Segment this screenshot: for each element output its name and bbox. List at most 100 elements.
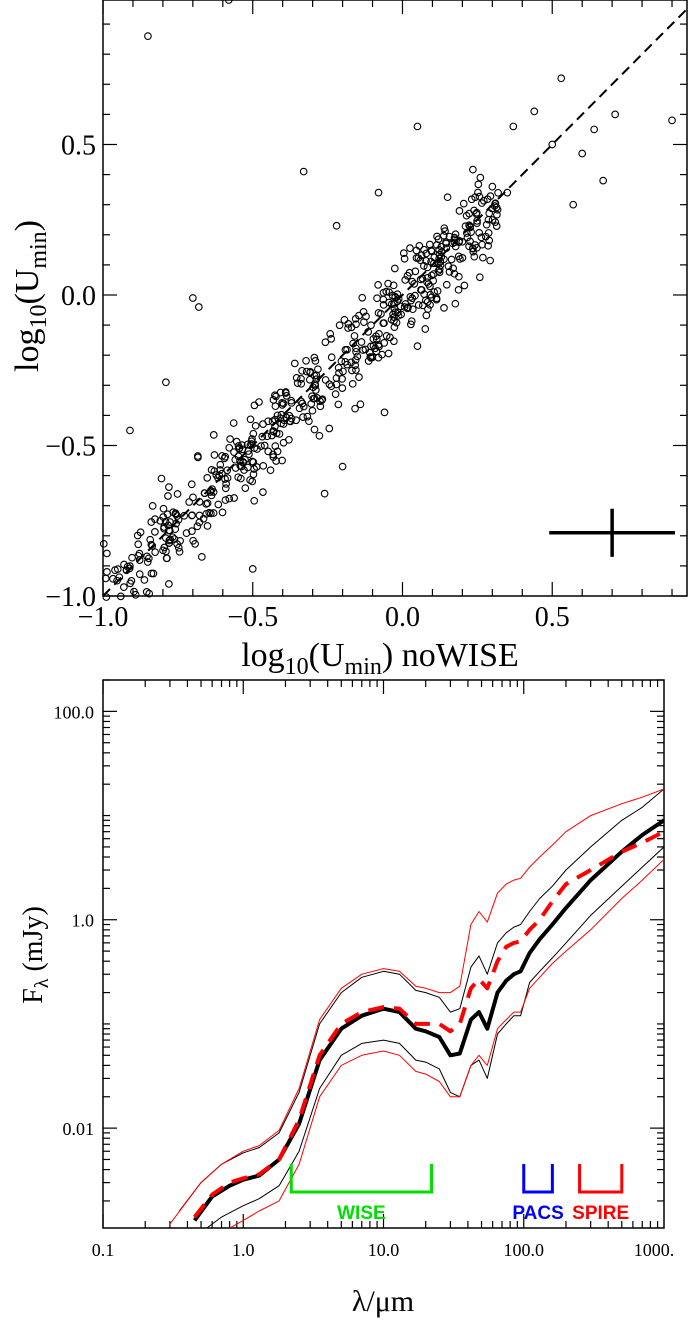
y-tick-label: 100.0: [54, 702, 95, 722]
data-point: [249, 429, 258, 438]
data-point: [229, 419, 238, 427]
data-point: [225, 494, 234, 503]
data-point: [474, 180, 483, 189]
data-point: [335, 321, 344, 330]
data-point: [278, 456, 286, 465]
data-point: [134, 540, 143, 549]
data-point: [162, 378, 170, 387]
data-point: [135, 570, 144, 579]
data-point: [164, 492, 172, 500]
data-point: [321, 338, 330, 347]
data-point: [226, 435, 234, 443]
data-point: [469, 247, 478, 256]
data-point: [259, 461, 268, 470]
data-point: [474, 188, 482, 197]
data-point: [127, 576, 136, 585]
data-point: [352, 344, 360, 353]
data-point: [435, 250, 444, 259]
data-point: [299, 167, 308, 176]
data-point: [216, 466, 224, 474]
data-point: [451, 299, 460, 308]
data-point: [353, 352, 362, 361]
data-point: [327, 382, 336, 391]
data-point: [224, 0, 233, 4]
data-point: [339, 367, 347, 376]
data-point: [234, 442, 243, 450]
data-point: [509, 122, 518, 131]
data-point: [327, 353, 336, 362]
data-point: [172, 510, 180, 519]
data-point: [250, 401, 259, 410]
data-point: [258, 432, 267, 441]
sed-y-axis-label: Fλ (mJy): [18, 906, 53, 1004]
data-point: [414, 254, 423, 262]
sed-ticks: [102, 679, 664, 1228]
data-point: [231, 464, 240, 472]
data-point: [359, 307, 368, 316]
data-point: [202, 510, 211, 518]
data-point: [159, 504, 168, 513]
data-point: [377, 310, 385, 318]
y-tick-label: 0.01: [63, 1119, 95, 1139]
data-point: [530, 107, 539, 116]
data-point: [282, 391, 291, 400]
data-point: [234, 473, 243, 482]
data-point: [277, 410, 286, 419]
data-point: [406, 293, 415, 301]
data-point: [277, 419, 286, 428]
data-point: [420, 262, 428, 270]
data-point: [246, 415, 255, 424]
data-point: [246, 476, 254, 484]
data-point: [187, 480, 196, 489]
data-point: [430, 259, 438, 268]
data-point: [197, 553, 206, 561]
data-point: [422, 257, 430, 265]
scatter-y-axis-label: log10(Umin): [9, 220, 52, 372]
y-tick-label: −1.0: [45, 582, 96, 613]
y-tick-label: −0.5: [45, 431, 96, 462]
data-point: [264, 417, 272, 426]
data-point: [243, 463, 252, 472]
data-point: [384, 279, 392, 288]
data-point: [230, 494, 238, 502]
data-point: [264, 447, 273, 456]
data-point: [191, 540, 199, 548]
data-point: [407, 296, 415, 305]
data-point: [485, 236, 494, 245]
data-point: [203, 474, 212, 482]
data-point: [440, 224, 449, 233]
data-point: [338, 384, 347, 392]
data-point: [334, 400, 343, 409]
data-point: [292, 416, 300, 425]
data-point: [494, 188, 502, 197]
x-tick-label: 1000.: [634, 1240, 675, 1260]
data-point: [374, 281, 382, 289]
data-point: [441, 227, 449, 235]
data-point: [244, 447, 253, 455]
x-tick-label: 0.1: [92, 1240, 115, 1260]
data-point: [390, 317, 398, 325]
data-point: [384, 349, 393, 358]
data-point: [189, 493, 197, 502]
data-point: [302, 356, 310, 365]
data-point: [180, 511, 189, 520]
data-point: [193, 522, 202, 531]
data-point: [103, 568, 111, 576]
data-point: [193, 452, 202, 460]
data-point: [276, 414, 285, 423]
data-point: [455, 236, 464, 245]
data-point: [145, 589, 154, 598]
data-point: [412, 246, 421, 255]
data-point: [375, 329, 383, 338]
data-point: [344, 320, 353, 328]
data-point: [297, 397, 305, 406]
data-point: [151, 527, 159, 536]
sed-series-line: [178, 788, 664, 1212]
data-point: [367, 354, 375, 362]
data-point: [332, 221, 341, 230]
data-point: [338, 462, 347, 471]
data-point: [298, 366, 306, 375]
data-point: [332, 374, 341, 382]
data-point: [443, 193, 452, 202]
data-point: [451, 230, 460, 239]
